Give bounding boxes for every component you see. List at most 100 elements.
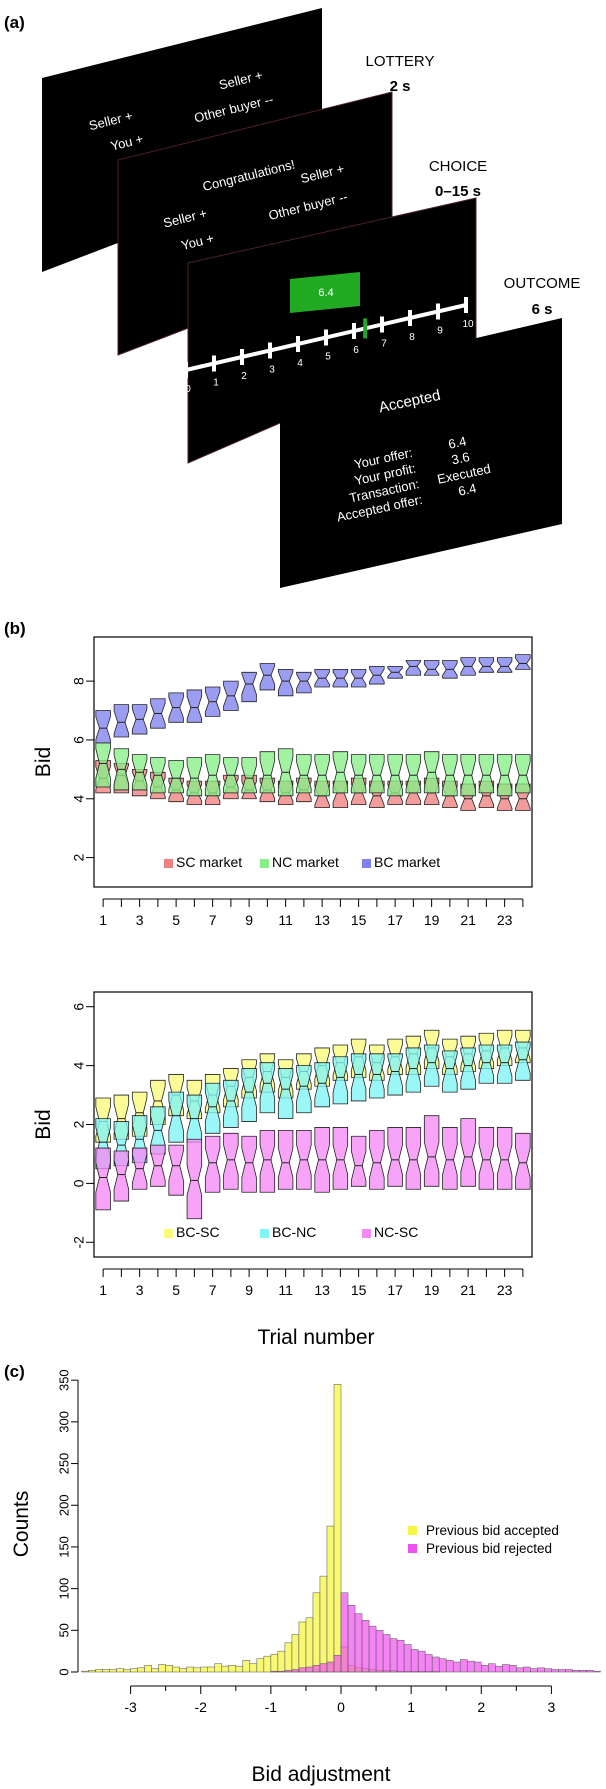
- box-BC-NC: [460, 1047, 476, 1090]
- box-NC: [259, 751, 276, 794]
- box-BC-NC: [332, 1056, 349, 1105]
- legend-swatch: [260, 1229, 269, 1238]
- bar-rejected: [459, 1659, 468, 1673]
- bar-rejected: [291, 1669, 300, 1673]
- outcome-value-profit: 3.6: [450, 449, 471, 467]
- bid-scale[interactable]: 0 1 2 3 4 5 6 7 8 9 10: [184, 297, 474, 395]
- y-tick-label: 2: [71, 1120, 87, 1128]
- y-tick-label: 6: [71, 736, 87, 744]
- x-tick-label: 5: [172, 1282, 180, 1298]
- bid-scale-label: 5: [325, 352, 331, 363]
- box-NC: [95, 742, 111, 788]
- bar-accepted: [312, 1592, 321, 1673]
- x-tick-label: 9: [245, 912, 253, 928]
- box-NC-SC: [223, 1132, 239, 1190]
- x-tick-label: 13: [314, 912, 330, 928]
- y-axis-title: Bid: [32, 747, 55, 777]
- box-BC: [423, 660, 440, 676]
- bar-accepted: [123, 1669, 131, 1673]
- bar-accepted: [81, 1670, 89, 1673]
- bar-accepted: [333, 1384, 342, 1673]
- bar-rejected: [347, 1605, 356, 1673]
- outcome-screen: [280, 318, 562, 588]
- x-tick-label: 17: [387, 912, 403, 928]
- y-tick-label: 8: [71, 677, 87, 685]
- bar-rejected: [270, 1670, 279, 1673]
- legend-swatch: [408, 1544, 417, 1553]
- box-BC-NC: [369, 1053, 385, 1099]
- y-tick-label: 6: [71, 1003, 87, 1011]
- box-NC-SC: [241, 1135, 257, 1193]
- box-BC-NC: [478, 1044, 495, 1084]
- box-NC: [515, 754, 531, 794]
- bar-rejected: [537, 1667, 545, 1673]
- bid-scale-label: 9: [437, 326, 443, 337]
- bar-accepted: [305, 1617, 314, 1673]
- y-tick-label: -2: [71, 1236, 87, 1249]
- box-NC: [405, 754, 422, 794]
- legend-swatch: [260, 859, 269, 868]
- bar-accepted: [165, 1665, 173, 1673]
- panel-c-label: (c): [4, 1362, 25, 1381]
- box-NC-SC: [405, 1127, 422, 1190]
- box-NC: [168, 760, 184, 794]
- x-tick-label: 1: [99, 1282, 107, 1298]
- x-tick-label: -3: [124, 1699, 137, 1715]
- box-NC-SC: [332, 1127, 349, 1190]
- bar-accepted: [319, 1575, 328, 1673]
- box-BC: [496, 657, 513, 673]
- plot-frame: [93, 636, 533, 888]
- x-tick-label: 19: [424, 912, 440, 928]
- x-tick-label: 19: [424, 1282, 440, 1298]
- box-NC-SC: [168, 1144, 184, 1196]
- x-tick-label: 1: [407, 1699, 415, 1715]
- bar-rejected: [509, 1665, 517, 1673]
- box-BC-NC: [405, 1047, 422, 1093]
- box-NC-SC: [259, 1129, 276, 1193]
- box-NC-SC: [113, 1150, 130, 1202]
- box-BC: [515, 654, 531, 670]
- stage-outcome-name: OUTCOME: [504, 275, 581, 292]
- box-BC-NC: [168, 1091, 184, 1143]
- box-NC-SC: [442, 1127, 458, 1190]
- y-axis-title: Counts: [10, 1491, 33, 1558]
- y-tick-label: 200: [56, 1494, 71, 1516]
- bar-accepted: [214, 1663, 223, 1673]
- box-NC-SC: [478, 1127, 495, 1190]
- box-BC-NC: [496, 1044, 513, 1084]
- bar-rejected: [375, 1630, 384, 1673]
- bar-rejected: [277, 1670, 286, 1673]
- bar-rejected: [551, 1669, 559, 1673]
- x-tick-label: -1: [265, 1699, 278, 1715]
- bar-accepted: [95, 1669, 103, 1673]
- bid-scale-label: 1: [213, 378, 219, 389]
- y-tick-label: 0: [56, 1668, 71, 1675]
- x-tick-label: 17: [387, 1282, 403, 1298]
- outcome-value-offer: 6.4: [447, 433, 468, 451]
- box-BC: [296, 671, 312, 694]
- bar-rejected: [431, 1656, 440, 1673]
- bar-accepted: [193, 1667, 201, 1673]
- bar-rejected: [488, 1663, 496, 1673]
- bar-rejected: [466, 1660, 475, 1673]
- bar-accepted: [207, 1666, 216, 1673]
- x-axis-title: Bid adjustment: [252, 1763, 391, 1786]
- box-NC-SC: [369, 1129, 385, 1190]
- stage-choice-name: CHOICE: [429, 158, 487, 175]
- bar-accepted: [116, 1668, 124, 1673]
- bar-rejected: [516, 1667, 524, 1673]
- bid-scale-label: 3: [269, 365, 275, 376]
- y-tick-label: 150: [56, 1536, 71, 1558]
- bid-scale-label: 6: [353, 345, 359, 356]
- box-BC-NC: [241, 1068, 257, 1122]
- x-tick-label: 1: [99, 912, 107, 928]
- legend-label: BC market: [374, 854, 440, 870]
- bar-rejected: [523, 1666, 531, 1673]
- box-BC-NC: [350, 1053, 367, 1102]
- x-tick-label: 3: [548, 1699, 556, 1715]
- box-BC: [259, 663, 276, 691]
- legend-label: BC-NC: [272, 1224, 316, 1240]
- box-NC-SC: [350, 1135, 367, 1187]
- bar-accepted: [186, 1666, 194, 1673]
- bar-rejected: [305, 1666, 314, 1673]
